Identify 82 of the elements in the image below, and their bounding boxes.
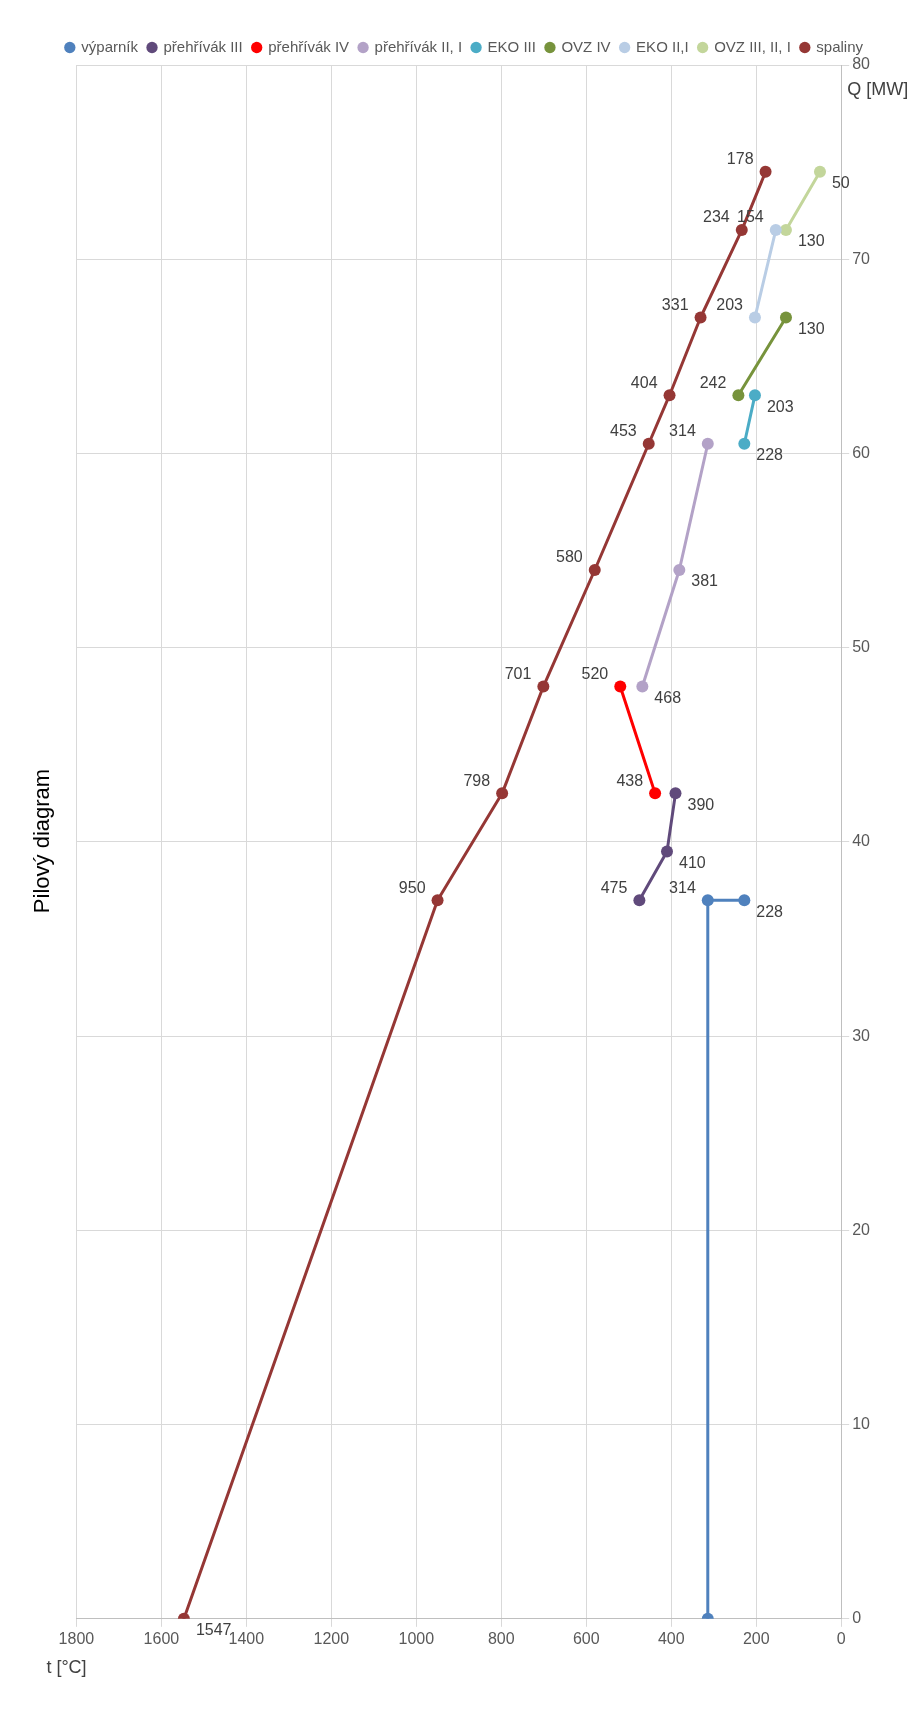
- annotation: 404: [630, 373, 658, 391]
- y-tick-label: 20: [852, 1220, 871, 1238]
- y-tick-label: 10: [852, 1414, 871, 1432]
- y-tick-label: 70: [852, 249, 871, 267]
- annotation: 228: [756, 902, 784, 920]
- x-tick-label: 1800: [58, 1629, 95, 1647]
- annotation: 203: [766, 397, 794, 415]
- annotation: 475: [600, 878, 628, 896]
- annotation: 50: [831, 174, 850, 192]
- annotation: 390: [687, 795, 715, 813]
- annotation: 228: [756, 446, 784, 464]
- x-tick-label: 400: [657, 1629, 685, 1647]
- legend-label: přehřívák III: [163, 37, 243, 55]
- annotation: 410: [679, 854, 706, 872]
- legend-label: EKO II,I: [636, 37, 689, 55]
- y-tick-label: 50: [852, 638, 871, 656]
- y-tick-label: 0: [852, 1609, 862, 1627]
- point: [732, 389, 745, 402]
- point: [738, 437, 751, 450]
- y-tick-label: 30: [852, 1026, 871, 1044]
- annotation: 331: [661, 295, 689, 313]
- y-tick-label: 60: [852, 443, 871, 461]
- point: [649, 787, 662, 800]
- point: [673, 563, 686, 576]
- y-tick-label: 80: [852, 55, 871, 73]
- point: [663, 389, 676, 402]
- legend-label: spaliny: [816, 37, 864, 55]
- annotation: 950: [398, 878, 426, 896]
- x-tick-label: 200: [742, 1629, 770, 1647]
- legend-label: OVZ IV: [561, 37, 611, 55]
- x-axis-title: t [°C]: [46, 1656, 87, 1677]
- annotation: 381: [691, 572, 719, 590]
- annotation: 234: [703, 208, 730, 226]
- legend-label: EKO III: [487, 37, 536, 55]
- x-tick-label: 600: [572, 1629, 600, 1647]
- point: [701, 437, 714, 450]
- point: [614, 680, 627, 693]
- annotation: 468: [654, 688, 682, 706]
- point: [537, 680, 550, 693]
- point: [748, 389, 761, 402]
- annotation: 580: [556, 548, 583, 566]
- annotation: 314: [669, 878, 696, 896]
- annotation: 130: [797, 232, 825, 250]
- annotation: 798: [463, 771, 491, 789]
- point: [779, 311, 792, 324]
- point: [496, 787, 509, 800]
- point: [669, 787, 682, 800]
- legend-label: výparník: [81, 37, 139, 55]
- point: [769, 224, 782, 237]
- x-tick-label: 1200: [313, 1629, 350, 1647]
- point: [759, 165, 772, 178]
- annotation: 453: [610, 422, 637, 440]
- point: [431, 894, 444, 907]
- point: [694, 311, 707, 324]
- point: [748, 311, 761, 324]
- annotation: 130: [797, 319, 825, 337]
- legend-label: přehřívák II, I: [374, 37, 463, 55]
- x-tick-label: 1000: [398, 1629, 435, 1647]
- point: [738, 894, 751, 907]
- point: [588, 563, 601, 576]
- point: [701, 894, 714, 907]
- text: Pilový diagram: [29, 768, 55, 914]
- annotation: 701: [504, 664, 532, 682]
- point: [633, 894, 646, 907]
- y-axis-title: Q [MW]: [847, 78, 909, 99]
- annotation: 242: [699, 373, 727, 391]
- x-tick-label: 800: [487, 1629, 515, 1647]
- y-tick-label: 40: [852, 832, 871, 850]
- point: [642, 437, 655, 450]
- point: [813, 165, 826, 178]
- annotation: 203: [716, 295, 744, 313]
- point: [636, 680, 649, 693]
- annotation: 178: [726, 150, 754, 168]
- annotation: 314: [669, 422, 696, 440]
- point: [661, 845, 673, 858]
- point: [735, 224, 748, 237]
- annotation: 520: [581, 664, 609, 682]
- x-tick-label: 1600: [143, 1629, 180, 1647]
- annotation: 438: [616, 771, 644, 789]
- legend-label: přehřívák IV: [268, 37, 350, 55]
- x-tick-label: 0: [836, 1629, 846, 1647]
- legend-label: OVZ III, II, I: [714, 37, 791, 55]
